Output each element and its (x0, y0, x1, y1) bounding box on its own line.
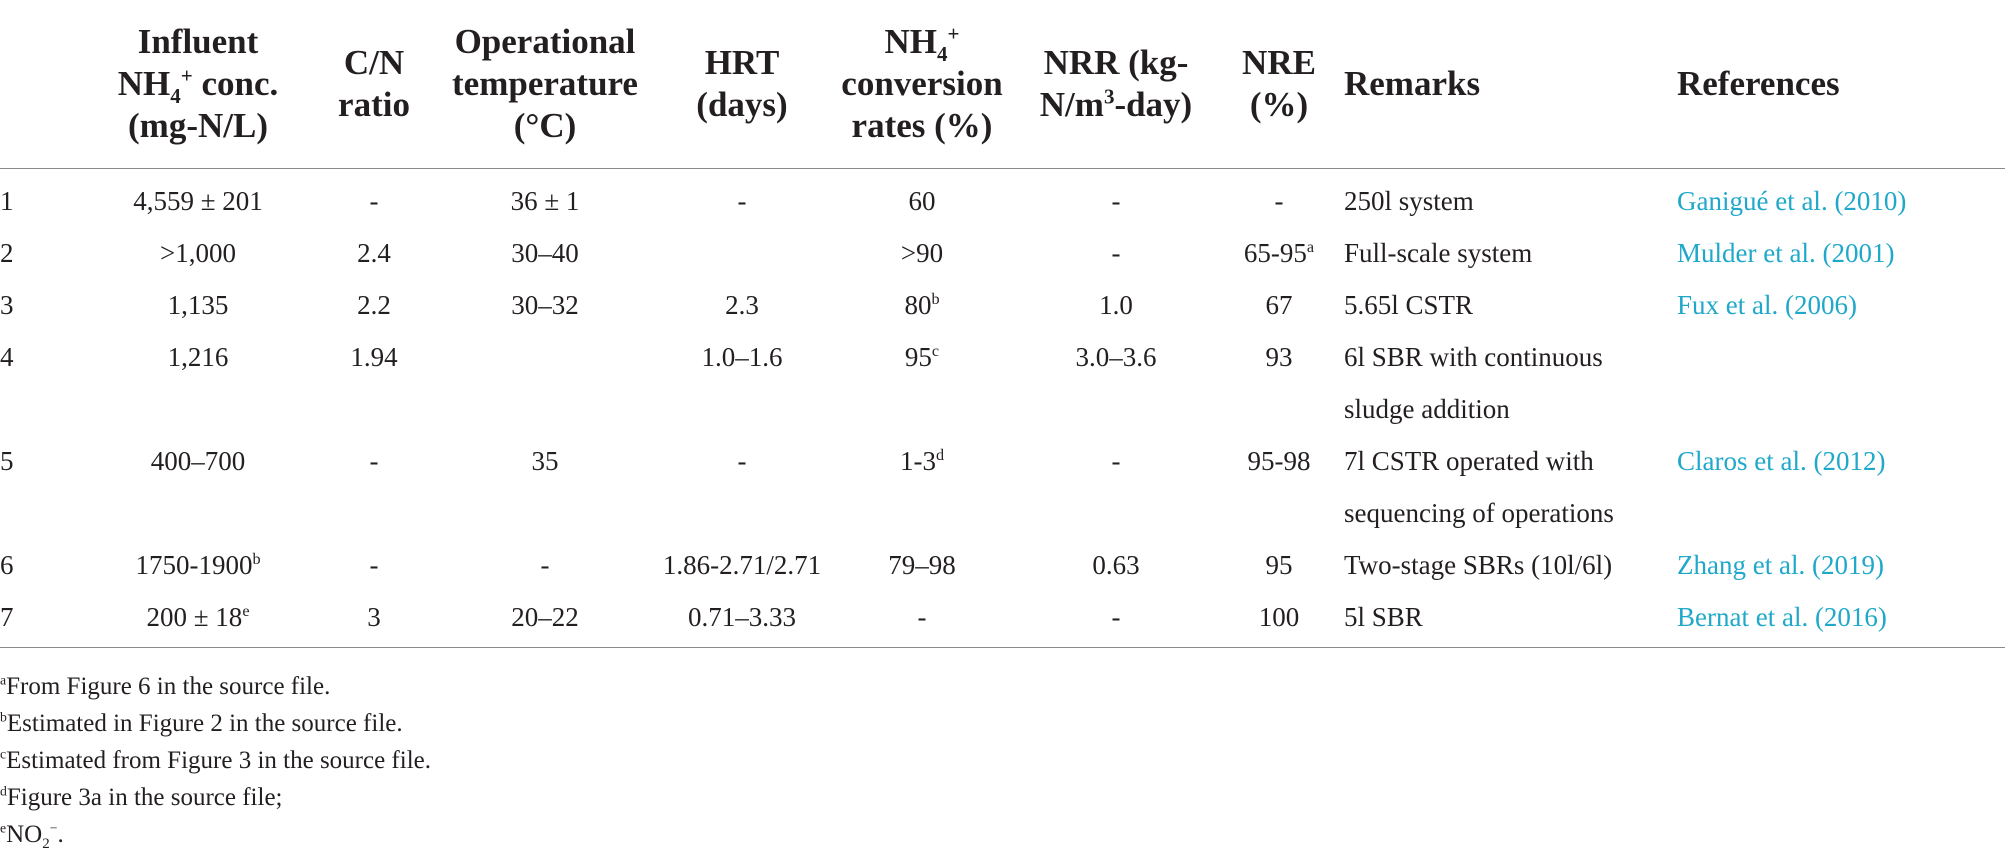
table-row: 1 4,559 ± 201 - 36 ± 1 - 60 - - 250l system Ganig… (0, 169, 2005, 228)
cell-nre: 95 (1265, 549, 1293, 580)
row-number: 4 (0, 342, 14, 372)
cell-conversion: 80b (904, 289, 940, 320)
cell-nrr: - (1018, 591, 1214, 648)
cell-reference-link[interactable]: Claros et al. (2012) (1677, 446, 1886, 476)
cell-temperature: 20–22 (432, 591, 658, 648)
cell-temperature: - (540, 549, 550, 580)
col-header-temperature: Operational temperature (°C) (432, 0, 658, 169)
table-footnotes: aFrom Figure 6 in the source file. bEstim… (0, 668, 431, 853)
cell-temperature: 36 ± 1 (510, 185, 580, 216)
data-table: Influent NH4+ conc. (mg-N/L) C/N ratio O… (0, 0, 2005, 648)
col-header-influent: Influent NH4+ conc. (mg-N/L) (80, 0, 316, 169)
cell-hrt: 1.0–1.6 (701, 342, 783, 372)
row-number: 7 (0, 591, 80, 648)
table-body: 1 4,559 ± 201-36 ± 1-60- -250l system Ganig… (0, 169, 2005, 648)
cell-cn-ratio: 3 (316, 591, 432, 648)
cell-influent: 1,135 (167, 289, 229, 320)
cell-remarks: 250l system (1344, 186, 1474, 216)
cell-hrt: - (737, 185, 747, 216)
cell-reference-link (1677, 331, 2005, 435)
table-row: 6 1750-1900b - - 1.86-2.71/2.71 79–98 0.63 95 Tw… (0, 539, 2005, 591)
col-header-conversion: NH4+ conversion rates (%) (826, 0, 1018, 169)
cell-nrr: 0.63 (1092, 549, 1140, 580)
row-number: 3 (0, 289, 14, 320)
cell-nrr: - (1111, 185, 1121, 216)
cell-reference-link[interactable]: Bernat et al. (2016) (1677, 591, 2005, 648)
table-row: 5 400–700 - 35 - 1-3d - 95-98 7l CSTR operated w… (0, 435, 2005, 539)
table-row: 2 >1,000 2.4 30–40 >90 - 65-95a Full-scale syst… (0, 227, 2005, 279)
cell-remarks: 7l CSTR operated with sequencing of opera… (1344, 446, 1614, 528)
cell-remarks: Two-stage SBRs (10l/6l) (1344, 550, 1613, 580)
col-header-number (0, 0, 80, 169)
cell-reference-link[interactable]: Fux et al. (2006) (1677, 289, 1857, 320)
cell-hrt: 1.86-2.71/2.71 (662, 549, 822, 580)
row-number: 6 (0, 549, 14, 580)
cell-conversion: 60 (908, 185, 936, 216)
footnote: bEstimated in Figure 2 in the source fil… (0, 709, 403, 737)
cell-temperature: 35 (531, 446, 559, 476)
cell-influent: >1,000 (160, 237, 236, 268)
footnote: eNO2−. (0, 820, 64, 852)
cell-nre: 65-95a (1243, 237, 1315, 268)
cell-hrt (658, 227, 826, 279)
cell-nre: 67 (1265, 289, 1293, 320)
cell-remarks: Full-scale system (1344, 238, 1533, 268)
cell-reference-link[interactable]: Zhang et al. (2019) (1677, 549, 1884, 580)
cell-hrt: - (737, 446, 747, 476)
col-header-nre: NRE (%) (1214, 0, 1344, 169)
cell-influent: 4,559 ± 201 (133, 185, 263, 216)
cell-hrt: 0.71–3.33 (658, 591, 826, 648)
table-row: 4 1,216 1.94 1.0–1.6 95c 3.0–3.6 93 6l SBR with… (0, 331, 2005, 435)
cell-nrr: 1.0 (1099, 289, 1133, 320)
cell-influent: 1750-1900b (135, 549, 261, 580)
cell-remarks: 6l SBR with continuous sludge addition (1344, 342, 1603, 424)
cell-nre: 95-98 (1247, 446, 1311, 476)
cell-influent: 1,216 (167, 342, 229, 372)
cell-temperature: 30–40 (511, 237, 579, 268)
cell-influent: 400–700 (150, 446, 246, 476)
cell-reference-link[interactable]: Mulder et al. (2001) (1677, 237, 1895, 268)
footnote: cEstimated from Figure 3 in the source f… (0, 746, 431, 774)
cell-conversion: >90 (900, 237, 944, 268)
cell-nre: 100 (1214, 591, 1344, 648)
col-header-references: References (1677, 0, 2005, 169)
col-header-remarks: Remarks (1344, 0, 1677, 169)
cell-cn-ratio: 2.2 (357, 289, 391, 320)
row-number: 5 (0, 446, 14, 476)
cell-conversion: - (826, 591, 1018, 648)
col-header-hrt: HRT (days) (658, 0, 826, 169)
cell-cn-ratio: - (369, 549, 379, 580)
cell-cn-ratio: 2.4 (357, 237, 391, 268)
col-header-cn-ratio: C/N ratio (316, 0, 432, 169)
row-number: 2 (0, 237, 14, 268)
cell-cn-ratio: - (369, 185, 379, 216)
cell-cn-ratio: - (369, 446, 379, 476)
cell-remarks: 5l SBR (1344, 591, 1677, 648)
cell-conversion: 95c (904, 342, 940, 372)
footnote: dFigure 3a in the source file; (0, 783, 283, 811)
footnote: aFrom Figure 6 in the source file. (0, 672, 331, 700)
cell-nre: - (1274, 185, 1284, 216)
cell-temperature (432, 331, 658, 435)
cell-nrr: 3.0–3.6 (1075, 342, 1157, 372)
table-header: Influent NH4+ conc. (mg-N/L) C/N ratio O… (0, 0, 2005, 169)
cell-remarks: 5.65l CSTR (1344, 290, 1474, 320)
cell-conversion: 1-3d (899, 446, 945, 476)
cell-temperature: 30–32 (511, 289, 579, 320)
cell-hrt: 2.3 (725, 289, 759, 320)
table-row: 3 1,135 2.2 30–32 2.3 80b 1.0 67 5.65l CSTR Fux e… (0, 279, 2005, 331)
cell-conversion: 79–98 (888, 549, 956, 580)
cell-reference-link[interactable]: Ganigué et al. (2010) (1677, 185, 1907, 216)
row-number: 1 (0, 185, 14, 216)
cell-influent: 200 ± 18e (80, 591, 316, 648)
cell-nrr: - (1111, 446, 1121, 476)
cell-nrr: - (1111, 237, 1121, 268)
cell-cn-ratio: 1.94 (350, 342, 398, 372)
table-row: 7 200 ± 18e 3 20–22 0.71–3.33- -100 5l SBR Bern… (0, 591, 2005, 648)
cell-nre: 93 (1265, 342, 1293, 372)
col-header-nrr: NRR (kg- N/m3-day) (1018, 0, 1214, 169)
